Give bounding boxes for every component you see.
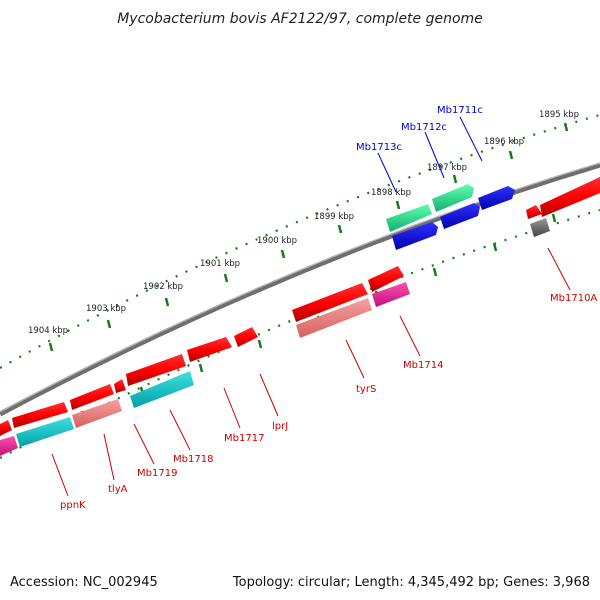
red-callouts: [51, 247, 571, 497]
kbp-label-1896: 1896 kbp: [484, 137, 524, 147]
gene-arrow-mb1714[interactable]: [368, 266, 404, 292]
feature-row: [0, 218, 550, 456]
feature-ppnk[interactable]: [16, 417, 74, 447]
outer-major-ticks: [48, 122, 569, 352]
gene-label-ppnk[interactable]: ppnK: [60, 500, 86, 511]
gene-arrow-mb1719[interactable]: [114, 379, 126, 393]
kbp-label-1904: 1904 kbp: [28, 326, 68, 336]
gene-arrow-ppnk[interactable]: [12, 402, 68, 428]
forward-strand-genes: [0, 177, 600, 436]
gene-label-lprj[interactable]: lprJ: [272, 421, 288, 432]
map-title: Mycobacterium bovis AF2122/97, complete …: [117, 11, 483, 27]
gene-arrow-left-edge[interactable]: [0, 420, 12, 436]
kbp-label-1897: 1897 kbp: [427, 163, 467, 173]
kbp-label-1895: 1895 kbp: [539, 110, 579, 120]
feature-tlya[interactable]: [72, 399, 122, 428]
kbp-label-1899: 1899 kbp: [314, 212, 354, 222]
kbp-label-1901: 1901 kbp: [200, 259, 240, 269]
gene-arrow-lprj[interactable]: [234, 327, 258, 347]
feature-mb1710a[interactable]: [530, 218, 550, 237]
gene-label-mb1712c[interactable]: Mb1712c: [401, 122, 447, 133]
gene-label-mb1710a[interactable]: Mb1710A: [550, 293, 597, 304]
gene-arrow-mb1711c[interactable]: [478, 186, 515, 210]
gene-label-mb1719[interactable]: Mb1719: [137, 468, 177, 479]
kbp-label-1903: 1903 kbp: [86, 304, 126, 314]
gene-label-mb1713c[interactable]: Mb1713c: [356, 142, 402, 153]
gene-label-mb1717[interactable]: Mb1717: [224, 433, 264, 444]
feature-mb1714[interactable]: [372, 282, 410, 307]
feature-tyrs[interactable]: [296, 298, 372, 338]
gene-arrow-mb1718[interactable]: [126, 354, 186, 386]
gene-label-mb1714[interactable]: Mb1714: [403, 360, 443, 371]
backbone-highlight: [0, 162, 600, 413]
gene-label-mb1711c[interactable]: Mb1711c: [437, 105, 483, 116]
feature-mb1718[interactable]: [130, 371, 194, 408]
gene-label-tlya[interactable]: tlyA: [108, 484, 128, 495]
genome-backbone: [0, 162, 600, 417]
accession-text: Accession: NC_002945: [10, 575, 158, 590]
gene-arrow-mb1713c[interactable]: [386, 204, 432, 232]
reverse-strand-genes: [386, 184, 515, 250]
gene-arrow-tyrs[interactable]: [292, 283, 368, 322]
kbp-tick-labels: 1895 kbp 1896 kbp 1897 kbp 1898 kbp 1899…: [28, 110, 579, 336]
gene-label-mb1718[interactable]: Mb1718: [173, 454, 213, 465]
kbp-label-1902: 1902 kbp: [143, 282, 183, 292]
gene-arrow-small[interactable]: [526, 205, 542, 219]
kbp-label-1898: 1898 kbp: [371, 188, 411, 198]
genome-summary-text: Topology: circular; Length: 4,345,492 bp…: [232, 575, 590, 590]
gene-arrow-mb1710a[interactable]: [540, 177, 600, 217]
kbp-label-1900: 1900 kbp: [257, 236, 297, 246]
gene-label-tyrs[interactable]: tyrS: [356, 384, 376, 395]
gene-arrow-mb1712c[interactable]: [432, 184, 474, 212]
gene-arrow-tlya[interactable]: [70, 384, 114, 410]
gene-arrow-mb1713c-lower[interactable]: [392, 222, 438, 250]
blue-callouts: [377, 116, 483, 193]
gene-arrow-mb1717[interactable]: [187, 337, 232, 362]
gene-arrow-mb1712c-lower[interactable]: [440, 203, 480, 229]
feature-left-edge[interactable]: [0, 436, 18, 456]
